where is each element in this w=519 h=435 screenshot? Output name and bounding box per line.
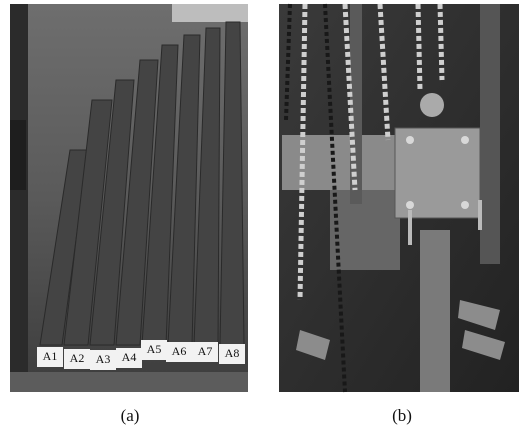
caption-b: (b) [392, 406, 412, 425]
label-paper [166, 342, 192, 362]
label-paper [64, 349, 90, 369]
plank-label: A6 [172, 344, 187, 358]
label-paper [90, 350, 116, 370]
caption-a: (a) [121, 406, 140, 425]
label-paper [219, 344, 245, 364]
plank-label: A7 [198, 344, 213, 358]
plank-label: A1 [43, 349, 58, 363]
plank-label: A4 [122, 350, 137, 364]
plank-label: A2 [70, 351, 85, 365]
label-paper [116, 348, 142, 368]
plank-label: A8 [225, 346, 240, 360]
photo-b [279, 3, 519, 393]
photo-a: A1 A2 A3 A4 A5 A6 A7 A8 [10, 4, 248, 392]
label-paper [192, 342, 218, 362]
plank-label: A5 [147, 342, 162, 356]
label-paper [141, 340, 167, 360]
plank-label: A3 [96, 352, 111, 366]
label-paper [37, 347, 63, 367]
